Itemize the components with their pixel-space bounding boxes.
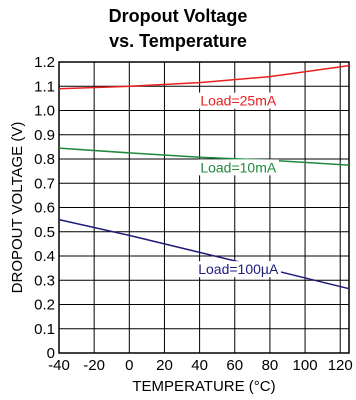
series-label-background: [196, 261, 281, 278]
y-tick-label: 0.2: [34, 297, 55, 314]
x-axis-label: TEMPERATURE (°C): [132, 378, 275, 395]
series-label-background: [198, 159, 279, 176]
x-tick-label: 100: [293, 357, 318, 374]
y-tick-label: 0.7: [34, 175, 55, 192]
x-tick-label: 20: [156, 357, 173, 374]
y-tick-label: 0: [47, 345, 55, 362]
plot-frame: [58, 61, 350, 354]
chart-title-line-1: Dropout Voltage: [108, 6, 248, 26]
y-axis-label: DROPOUT VOLTAGE (V): [9, 122, 26, 294]
y-tick-label: 0.9: [34, 127, 55, 144]
x-tick-label: 60: [226, 357, 243, 374]
x-tick-label: 0: [125, 357, 133, 374]
x-tick-label: -40: [48, 357, 70, 374]
y-tick-label: 0.6: [34, 200, 55, 217]
y-tick-label: 0.5: [34, 224, 55, 241]
x-tick-label: 120: [328, 357, 353, 374]
x-tick-label: 80: [262, 357, 279, 374]
y-tick-label: 0.3: [34, 272, 55, 289]
series-line-0: [58, 64, 350, 90]
y-tick-label: 1.0: [34, 103, 55, 120]
series-label: Load=25mA: [200, 93, 277, 109]
x-tick-label: 40: [191, 357, 208, 374]
y-tick-label: 0.8: [34, 151, 55, 168]
y-tick-label: 0.1: [34, 321, 55, 338]
series-line-2: [58, 218, 350, 290]
series-label: Load=10mA: [200, 159, 277, 175]
y-tick-label: 0.4: [34, 248, 55, 265]
y-tick-label: 1.1: [34, 78, 55, 95]
series-label-background: [198, 92, 279, 109]
x-tick-label: -20: [83, 357, 105, 374]
series-label: Load=100µA: [198, 261, 279, 277]
chart-title-line-2: vs. Temperature: [109, 31, 247, 51]
y-tick-label: 1.2: [34, 54, 55, 71]
series-line-1: [58, 147, 350, 166]
